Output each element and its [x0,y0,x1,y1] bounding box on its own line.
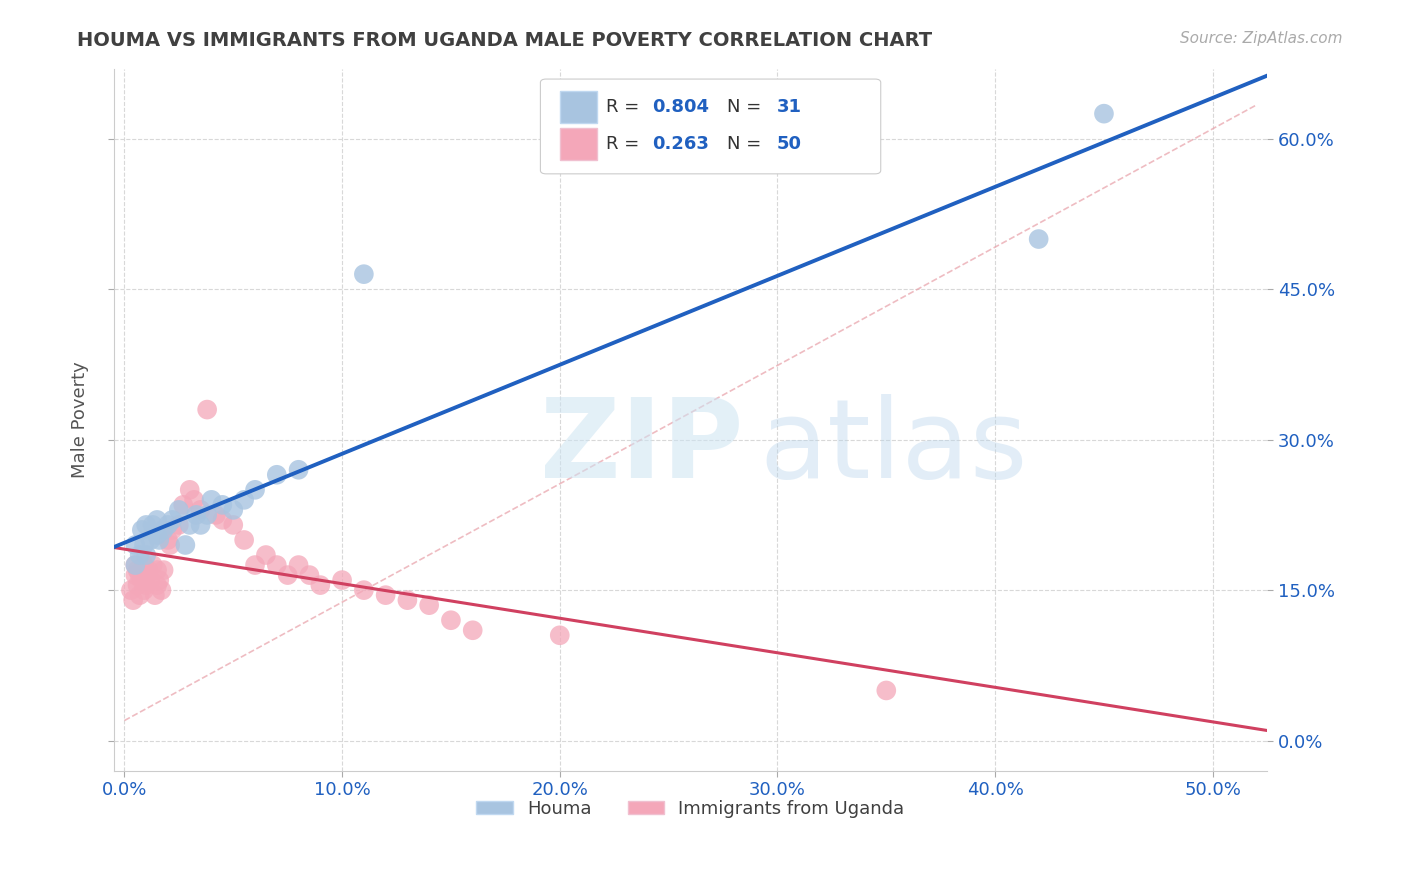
Point [1028,232,1050,246]
Point [124,538,146,552]
Point [162,513,184,527]
Point [156,517,179,532]
Point [183,492,205,507]
Point [156,533,179,547]
Text: R =: R = [606,98,645,116]
Point [418,598,440,612]
Text: HOUMA VS IMMIGRANTS FROM UGANDA MALE POVERTY CORRELATION CHART: HOUMA VS IMMIGRANTS FROM UGANDA MALE POV… [77,31,932,50]
Point [266,467,288,482]
Point [195,402,218,417]
Text: 31: 31 [778,98,801,116]
Point [233,492,256,507]
Point [124,558,146,572]
Point [233,533,256,547]
Point [186,508,208,522]
Point [128,588,150,602]
Point [353,267,375,281]
Point [222,503,245,517]
Point [205,508,228,522]
Point [132,558,155,572]
Point [179,517,201,532]
Point [139,573,162,587]
Point [287,463,309,477]
Legend: Houma, Immigrants from Uganda: Houma, Immigrants from Uganda [470,792,911,825]
Point [254,548,277,562]
Text: N =: N = [727,98,768,116]
Point [266,558,288,572]
Point [128,568,150,582]
Text: 50: 50 [778,136,801,153]
Point [1092,106,1115,120]
FancyBboxPatch shape [540,79,880,174]
Point [172,498,194,512]
Point [211,498,233,512]
Point [135,578,157,592]
Point [211,513,233,527]
Point [243,483,266,497]
Point [142,517,165,532]
Point [131,573,153,587]
Point [190,517,212,532]
Text: N =: N = [727,136,768,153]
Point [143,588,166,602]
Point [142,558,165,572]
Point [277,568,299,582]
Point [148,573,170,587]
FancyBboxPatch shape [560,91,598,122]
Point [222,517,245,532]
Point [132,538,155,552]
Point [127,563,149,577]
Point [174,538,197,552]
Point [152,523,174,537]
Point [298,568,321,582]
Point [179,483,201,497]
Point [396,593,419,607]
Point [148,533,170,547]
Text: atlas: atlas [759,394,1028,501]
Y-axis label: Male Poverty: Male Poverty [72,361,89,478]
Point [146,513,169,527]
Point [146,563,169,577]
Point [200,492,222,507]
Point [548,628,571,642]
Point [152,563,174,577]
Point [374,588,396,602]
Point [330,573,353,587]
Point [309,578,332,592]
Text: Source: ZipAtlas.com: Source: ZipAtlas.com [1180,31,1343,46]
Point [135,517,157,532]
Point [167,517,190,532]
Point [120,583,142,598]
Point [128,548,150,562]
Point [139,533,162,547]
Point [135,548,157,562]
Text: 0.263: 0.263 [652,136,709,153]
Point [195,508,218,522]
Point [461,624,484,638]
Point [190,503,212,517]
Point [440,613,463,627]
Point [138,563,160,577]
Point [127,578,149,592]
Point [131,523,153,537]
Text: ZIP: ZIP [540,394,744,501]
Point [287,558,309,572]
FancyBboxPatch shape [560,128,598,160]
Point [150,583,173,598]
Point [132,583,155,598]
Text: 0.804: 0.804 [652,98,709,116]
Point [146,578,169,592]
Point [159,538,181,552]
Text: R =: R = [606,136,645,153]
Point [243,558,266,572]
Point [122,593,145,607]
Point [875,683,897,698]
Point [167,503,190,517]
Point [353,583,375,598]
Point [146,528,169,542]
Point [124,558,146,572]
Point [124,568,146,582]
Point [162,523,184,537]
